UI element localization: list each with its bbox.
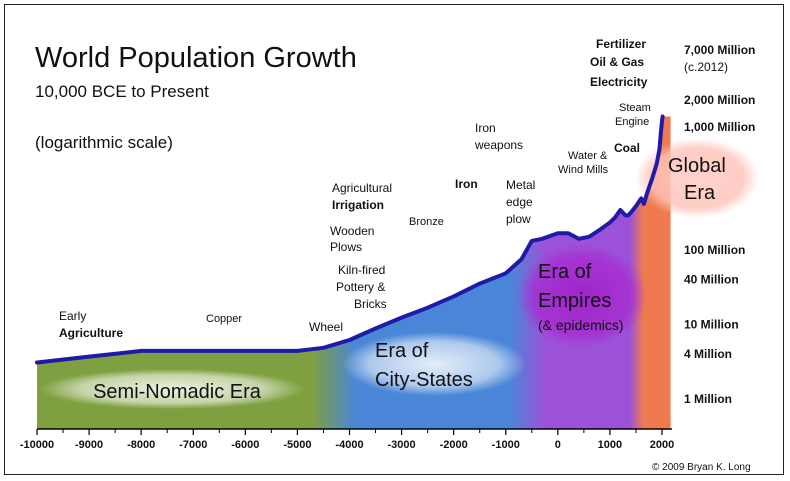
population-curve — [35, 114, 665, 365]
global-era-bubble — [635, 138, 759, 218]
annotation: Iron — [475, 121, 496, 135]
copyright: © 2009 Bryan K. Long — [652, 462, 751, 473]
annotation: Kiln-fired — [338, 263, 385, 277]
semi-nomadic-era-bubble — [40, 369, 304, 409]
y-axis-label: 7,000 Million — [684, 43, 755, 57]
era-label-global-1: Global — [668, 155, 726, 177]
chart-title: World Population Growth — [35, 42, 357, 74]
y-axis-label: 1,000 Million — [684, 120, 755, 134]
x-tick-label: -1000 — [492, 439, 520, 451]
x-tick-label: -4000 — [335, 439, 363, 451]
x-tick-label: -10000 — [20, 439, 54, 451]
x-tick-label: -7000 — [179, 439, 207, 451]
era-label-global-2: Era — [684, 182, 716, 204]
x-tick-label: -5000 — [283, 439, 311, 451]
era-label-city-states-2: City-States — [375, 369, 473, 391]
era-label-empires-3: (& epidemics) — [538, 317, 624, 333]
annotation: Bricks — [354, 297, 387, 311]
annotation: Steam — [619, 102, 651, 114]
annotation: plow — [506, 212, 531, 226]
x-tick-label: 2000 — [650, 439, 674, 451]
annotation: Metal — [506, 178, 535, 192]
x-tick-label: 1000 — [598, 439, 622, 451]
city-states-era-bubble — [342, 332, 526, 396]
annotation: Wheel — [309, 320, 343, 334]
era-label-empires-2: Empires — [538, 290, 611, 312]
annotation: Agricultural — [332, 181, 392, 195]
empires-era-bubble — [518, 244, 646, 348]
annotation: Oil & Gas — [590, 55, 644, 69]
x-tick-label: -8000 — [127, 439, 155, 451]
era-label-semi-nomadic: Semi-Nomadic Era — [93, 381, 262, 403]
era-label-empires-1: Era of — [538, 261, 592, 283]
annotation: Pottery & — [336, 280, 385, 294]
annotation: Fertilizer — [596, 37, 646, 51]
y-axis-label: 10 Million — [684, 318, 739, 332]
annotation: Plows — [330, 240, 362, 254]
y-axis-labels: 7,000 Million (c.2012) 2,000 Million 1,000 … — [684, 43, 755, 406]
annotation: Irrigation — [332, 198, 384, 212]
y-axis-label: 1 Million — [684, 392, 732, 406]
annotation: Electricity — [590, 75, 648, 89]
x-tick-label: 0 — [555, 439, 561, 451]
annotation: Early — [59, 309, 86, 323]
scale-note: (logarithmic scale) — [35, 133, 173, 152]
y-axis-label: 4 Million — [684, 347, 732, 361]
annotation: Wooden — [330, 224, 374, 238]
annotations: Early Agriculture Copper Wheel Kiln-fire… — [59, 37, 651, 340]
y-axis-label: 40 Million — [684, 273, 739, 287]
annotation: Iron — [455, 177, 478, 191]
annotation: Wind Mills — [558, 164, 609, 176]
annotation: Engine — [615, 116, 649, 128]
annotation: Coal — [614, 141, 640, 155]
chart-subtitle: 10,000 BCE to Present — [35, 82, 209, 101]
annotation: edge — [506, 195, 533, 209]
annotation: Bronze — [409, 216, 444, 228]
annotation: Water & — [568, 150, 608, 162]
x-tick-label: -6000 — [231, 439, 259, 451]
annotation: weapons — [474, 138, 523, 152]
era-label-city-states-1: Era of — [375, 340, 429, 362]
x-tick-label: -9000 — [75, 439, 103, 451]
annotation: Copper — [206, 313, 242, 325]
annotation: Agriculture — [59, 326, 123, 340]
x-tick-label: -3000 — [388, 439, 416, 451]
y-axis-label-note: (c.2012) — [684, 60, 728, 74]
y-axis-label: 100 Million — [684, 243, 745, 257]
x-axis-ticks: -10000 -9000 -8000 -7000 -6000 -5000 -4000 -300… — [20, 429, 674, 451]
x-tick-label: -2000 — [440, 439, 468, 451]
y-axis-label: 2,000 Million — [684, 93, 755, 107]
